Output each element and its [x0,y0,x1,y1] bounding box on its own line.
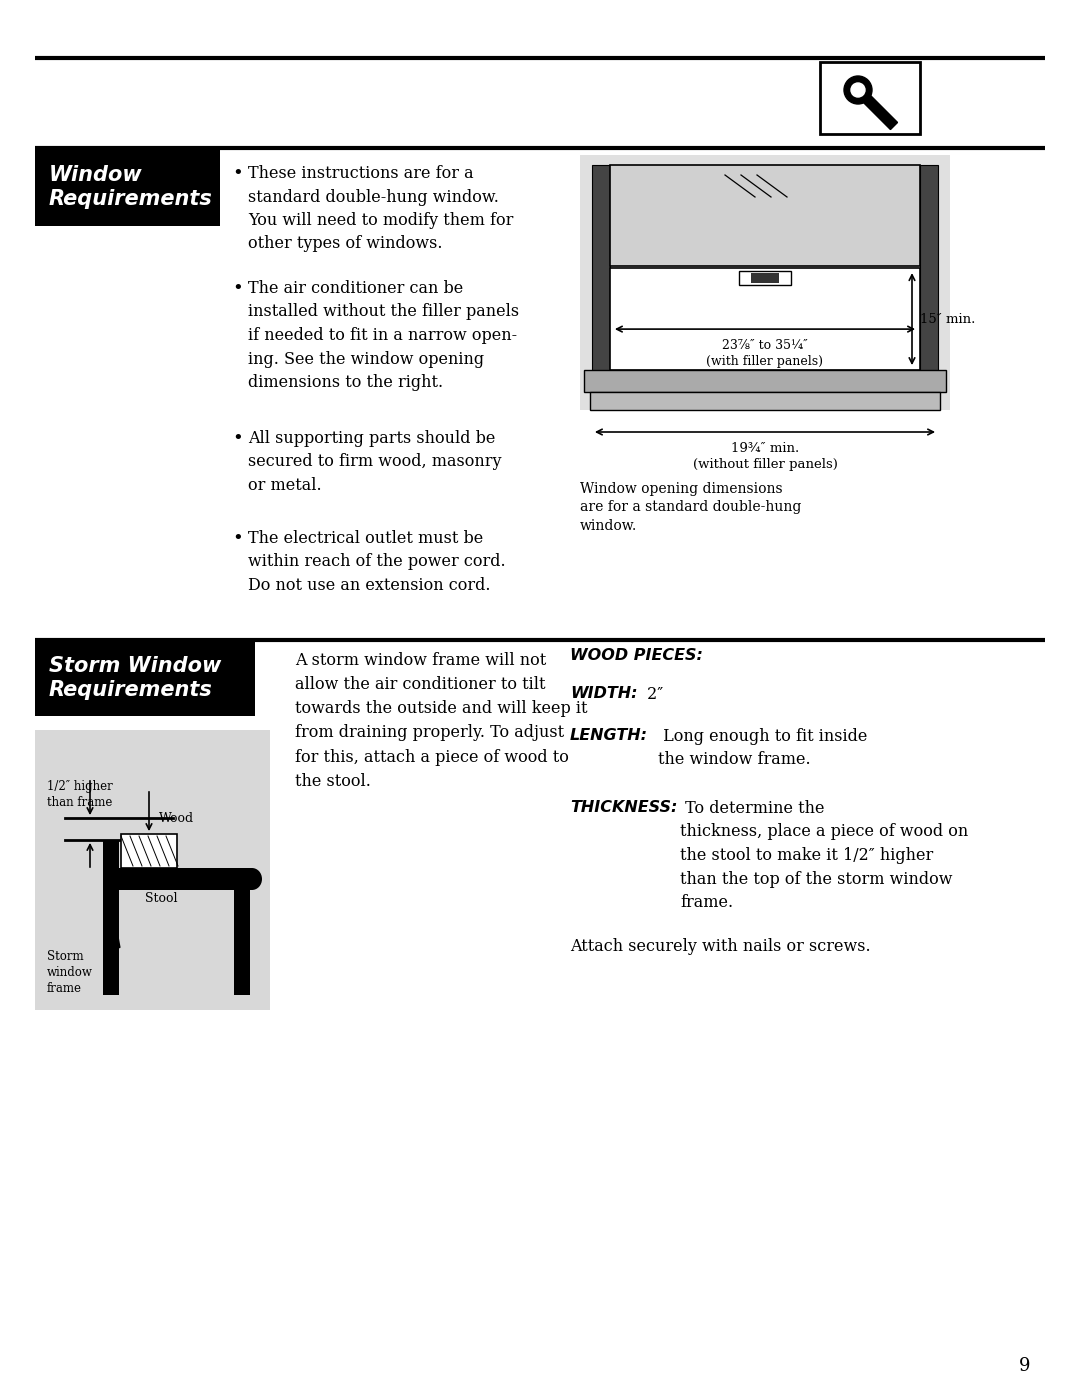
Text: These instructions are for a
standard double-hung window.
You will need to modif: These instructions are for a standard do… [248,165,513,253]
Ellipse shape [843,75,872,103]
Bar [590,393,940,409]
Text: Storm
window
frame: Storm window frame [48,950,93,995]
Text: •: • [232,529,243,548]
Text: 2″: 2″ [642,686,663,703]
Text: 1/2″ higher
than frame: 1/2″ higher than frame [48,780,112,809]
Text: The electrical outlet must be
within reach of the power cord.
Do not use an exte: The electrical outlet must be within rea… [248,529,505,594]
Text: Stool: Stool [145,893,177,905]
Bar [610,268,920,370]
Text: 23⅞″ to 35¼″
(with filler panels): 23⅞″ to 35¼″ (with filler panels) [706,339,824,367]
Text: Storm Window
Requirements: Storm Window Requirements [49,657,221,700]
Text: THICKNESS:: THICKNESS: [570,800,677,814]
Text: To determine the
thickness, place a piece of wood on
the stool to make it 1/2″ h: To determine the thickness, place a piec… [680,800,969,911]
Bar [103,840,119,995]
Text: •: • [232,279,243,298]
Ellipse shape [242,868,262,890]
Text: Attach securely with nails or screws.: Attach securely with nails or screws. [570,937,870,956]
Text: WIDTH:: WIDTH: [570,686,637,701]
Bar [119,868,252,890]
Bar [739,271,791,285]
FancyArrow shape [863,95,897,130]
Text: LENGTH:: LENGTH: [570,728,648,743]
Bar [920,165,939,405]
Text: Wood: Wood [159,812,194,826]
Ellipse shape [851,82,865,96]
Text: 9: 9 [1018,1356,1030,1375]
Text: Long enough to fit inside
the window frame.: Long enough to fit inside the window fra… [658,728,867,768]
Bar [35,640,255,717]
Text: All supporting parts should be
secured to firm wood, masonry
or metal.: All supporting parts should be secured t… [248,430,501,495]
Text: WOOD PIECES:: WOOD PIECES: [570,648,703,664]
Text: •: • [232,165,243,183]
Bar [751,274,779,284]
Bar [820,61,920,134]
Bar [610,165,920,267]
Text: 15″ min.: 15″ min. [920,313,975,326]
Text: 19¾″ min.
(without filler panels): 19¾″ min. (without filler panels) [692,441,837,471]
Text: The air conditioner can be
installed without the filler panels
if needed to fit : The air conditioner can be installed wit… [248,279,519,391]
Bar [592,165,610,405]
Bar [584,370,946,393]
Bar [35,731,270,1010]
Bar [580,155,950,409]
Bar [35,148,220,226]
Bar [121,834,177,868]
Text: Window
Requirements: Window Requirements [49,165,213,208]
Bar [234,890,249,995]
Text: A storm window frame will not
allow the air conditioner to tilt
towards the outs: A storm window frame will not allow the … [295,652,588,789]
Text: Window opening dimensions
are for a standard double-hung
window.: Window opening dimensions are for a stan… [580,482,801,532]
Text: •: • [232,430,243,448]
